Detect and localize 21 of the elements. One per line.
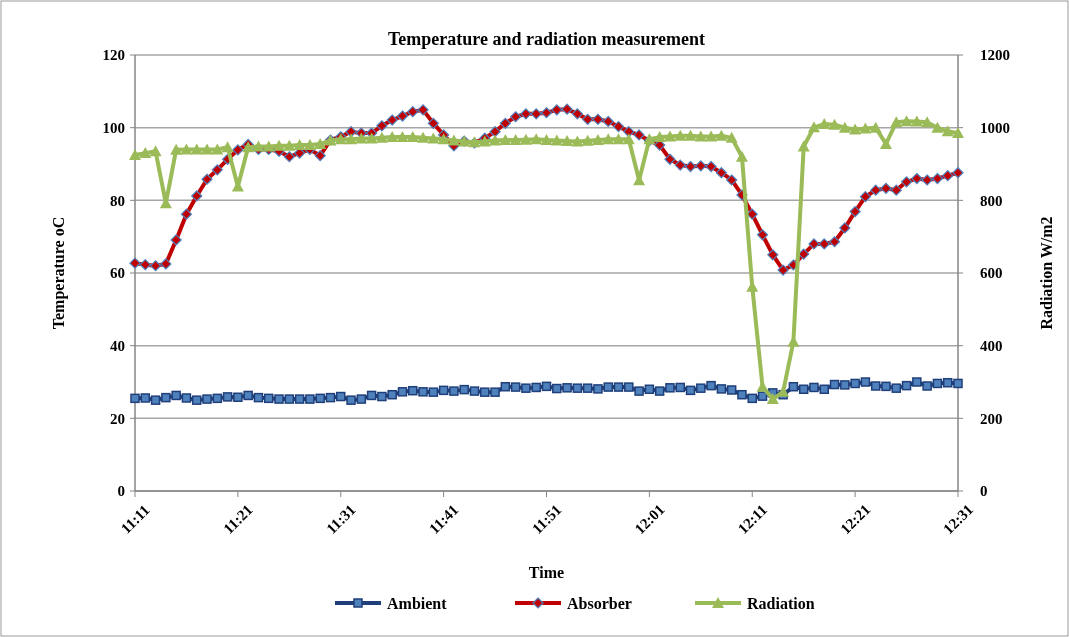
y-tick-label: 40 <box>110 337 125 354</box>
legend-label: Ambient <box>387 594 448 612</box>
x-axis-title: Time <box>528 564 565 581</box>
legend-label: Radiation <box>747 594 815 612</box>
y2-tick-label: 0 <box>980 483 988 500</box>
y-tick-label: 120 <box>102 47 125 64</box>
y-tick-label: 80 <box>110 192 125 209</box>
y2-tick-label: 600 <box>980 265 1003 282</box>
y2-axis-title: Radiation W/m2 <box>1038 216 1055 330</box>
y-axis-title: Temperature oC <box>50 216 68 330</box>
y2-tick-label: 800 <box>980 192 1003 209</box>
y-tick-label: 0 <box>117 483 125 500</box>
chart-title: Temperature and radiation measurement <box>387 29 706 49</box>
y2-tick-label: 1000 <box>980 119 1010 136</box>
y-tick-label: 20 <box>110 410 125 427</box>
y2-tick-label: 400 <box>980 337 1003 354</box>
legend-label: Absorber <box>567 594 632 612</box>
y2-tick-label: 200 <box>980 410 1003 427</box>
y-tick-label: 100 <box>102 119 125 136</box>
y2-tick-label: 1200 <box>980 47 1010 64</box>
y-tick-label: 60 <box>110 265 125 282</box>
